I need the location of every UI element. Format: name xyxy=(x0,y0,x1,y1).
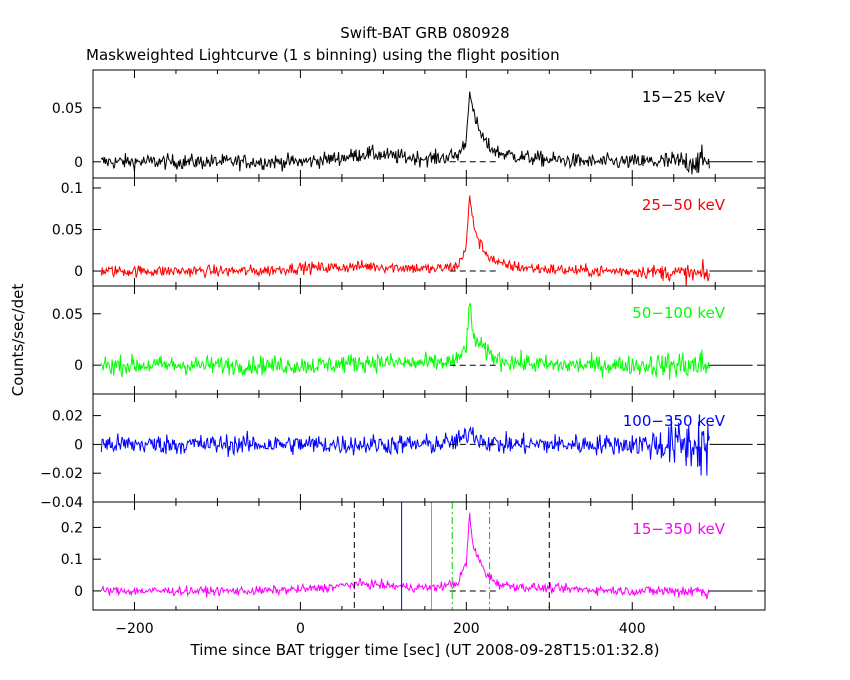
panel-2: 0 0.05 0.1 25−50 keV xyxy=(52,177,766,287)
series-line-2 xyxy=(100,195,710,287)
panel-4: −0.04 −0.02 0 0.02 100−350 keV xyxy=(40,393,766,511)
y-tick-label: 0.05 xyxy=(52,223,83,239)
x-tick-label: 0 xyxy=(296,621,305,637)
y-tick-label: 0.1 xyxy=(61,552,83,568)
y-tick-label: 0.1 xyxy=(61,181,83,197)
y-tick-label: 0 xyxy=(74,437,83,453)
y-tick-label: −0.04 xyxy=(40,495,83,511)
chart-title: Swift-BAT GRB 080928 xyxy=(340,24,509,42)
series-label: 50−100 keV xyxy=(632,304,725,322)
panel-frame xyxy=(92,393,766,503)
y-tick-label: 0 xyxy=(74,358,83,374)
y-axis-label: Counts/sec/det xyxy=(9,284,27,397)
series-label: 15−350 keV xyxy=(632,520,725,538)
series-label: 25−50 keV xyxy=(642,196,726,214)
x-tick-label: −200 xyxy=(115,621,153,637)
panel-1: 0 0.05 15−25 keV xyxy=(52,69,766,179)
y-tick-label: 0 xyxy=(74,584,83,600)
y-tick-label: 0.05 xyxy=(52,307,83,323)
panels-group: 0 0.05 15−25 keV 0 0.05 0.1 25−50 keV 0 0.05 50−1… xyxy=(40,69,766,637)
x-axis-label: Time since BAT trigger time [sec] (UT 20… xyxy=(190,641,660,659)
x-tick-label: 200 xyxy=(453,621,480,637)
x-tick-label: 400 xyxy=(619,621,646,637)
y-tick-label: 0.02 xyxy=(52,409,83,425)
series-label: 100−350 keV xyxy=(623,412,726,430)
series-label: 15−25 keV xyxy=(642,88,726,106)
panel-3: 0 0.05 50−100 keV xyxy=(52,285,766,395)
series-line-1 xyxy=(100,91,710,175)
y-tick-label: 0.2 xyxy=(61,520,83,536)
y-tick-label: 0 xyxy=(74,155,83,171)
y-tick-label: 0 xyxy=(74,264,83,280)
y-tick-label: −0.02 xyxy=(40,466,83,482)
series-line-4 xyxy=(100,419,710,476)
y-tick-label: 0.05 xyxy=(52,101,83,117)
panel-5: 0 0.1 0.2 15−350 keV xyxy=(61,501,766,611)
series-line-3 xyxy=(100,302,710,380)
panel-frame xyxy=(92,501,766,611)
series-line-5 xyxy=(100,512,710,600)
chart-subtitle: Maskweighted Lightcurve (1 s binning) us… xyxy=(86,46,560,64)
panel-frame xyxy=(92,285,766,395)
